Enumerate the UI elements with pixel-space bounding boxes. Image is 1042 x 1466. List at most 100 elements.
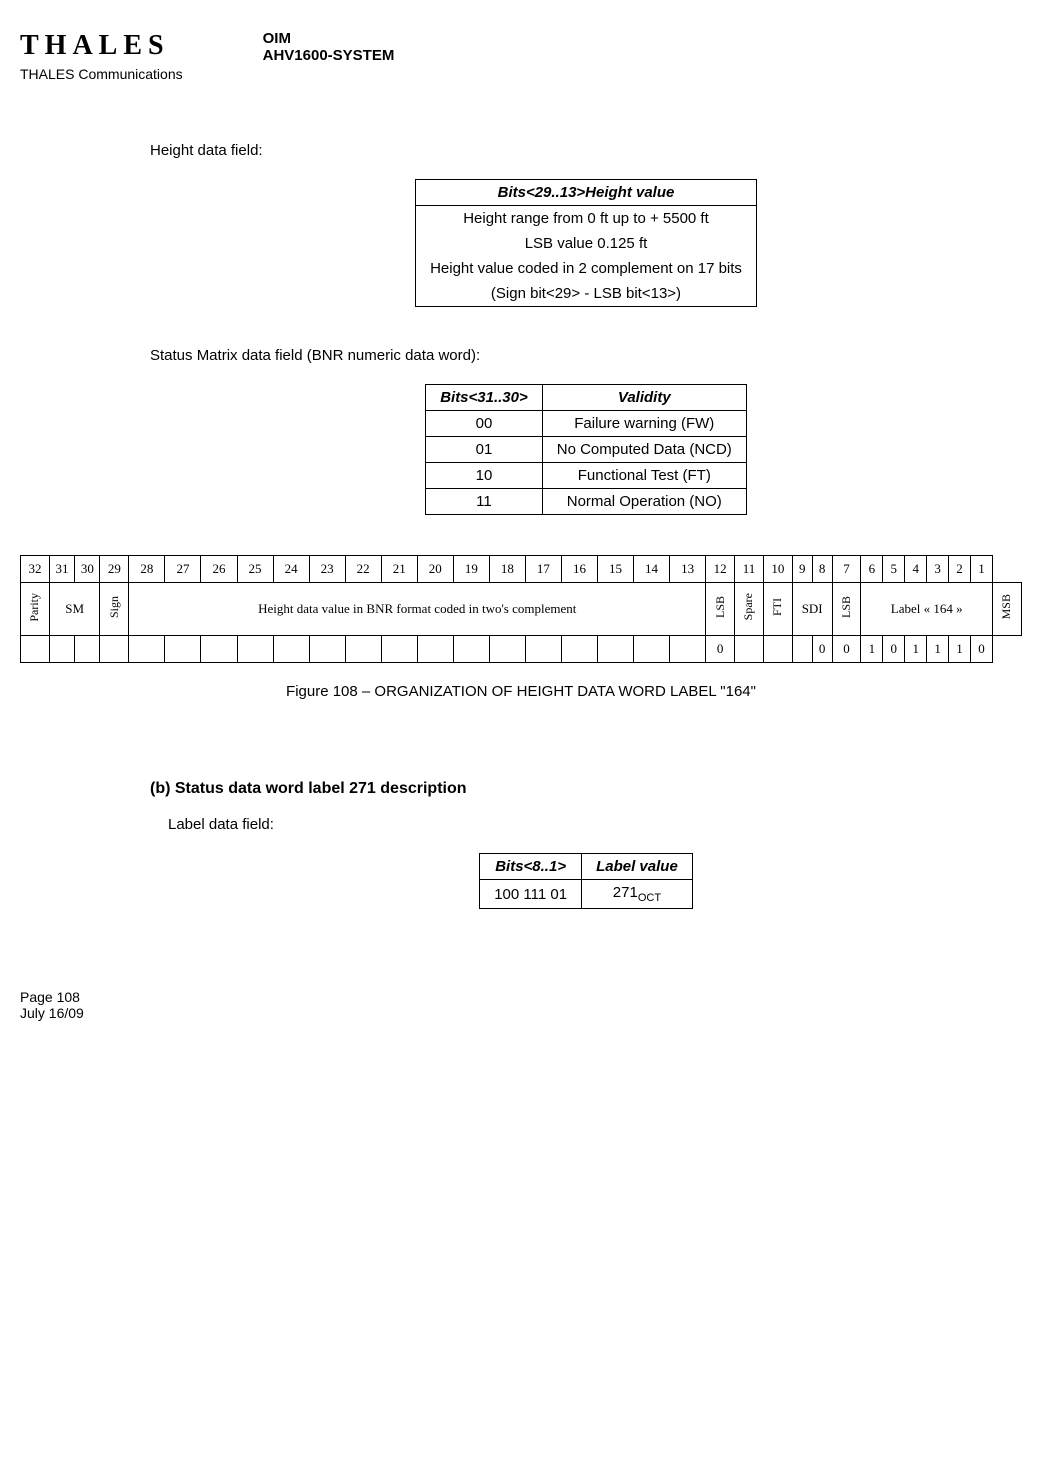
bit-val-19	[670, 636, 706, 663]
bit-num-3: 3	[927, 556, 949, 583]
bit-num-30: 30	[75, 556, 100, 583]
sm-r3-val: Normal Operation (NO)	[542, 489, 746, 515]
bit-val-12	[417, 636, 453, 663]
field-label: Label « 164 »	[861, 583, 993, 636]
bit-val-20: 0	[706, 636, 735, 663]
header-right-2: AHV1600-SYSTEM	[263, 47, 1022, 64]
bit-num-1: 1	[971, 556, 993, 583]
bit-num-27: 27	[165, 556, 201, 583]
subsection-header: (b) Status data word label 271 descripti…	[150, 780, 1022, 798]
height-table-header: Bits<29..13>Height value	[416, 180, 757, 206]
bit-num-31: 31	[49, 556, 74, 583]
bit-num-7: 7	[832, 556, 861, 583]
field-lsb1: LSB	[706, 583, 735, 636]
bit-num-29: 29	[100, 556, 129, 583]
bit-num-2: 2	[949, 556, 971, 583]
sm-th2: Validity	[542, 385, 746, 411]
bit-val-28: 1	[905, 636, 927, 663]
bit-num-12: 12	[706, 556, 735, 583]
footer-date: July 16/09	[20, 1005, 1022, 1021]
field-height: Height data value in BNR format coded in…	[129, 583, 706, 636]
bit-num-17: 17	[525, 556, 561, 583]
bit-val-24: 0	[812, 636, 832, 663]
bit-val-26: 1	[861, 636, 883, 663]
header-right-1: OIM	[263, 30, 1022, 47]
field-sdi: SDI	[792, 583, 832, 636]
bit-val-11	[381, 636, 417, 663]
bit-val-1	[49, 636, 74, 663]
bit-val-13	[453, 636, 489, 663]
height-table: Bits<29..13>Height value Height range fr…	[415, 179, 757, 307]
content: Height data field: Bits<29..13>Height va…	[150, 142, 1022, 515]
bit-val-21	[735, 636, 764, 663]
bit-num-4: 4	[905, 556, 927, 583]
height-row-2: Height value coded in 2 complement on 17…	[416, 256, 757, 281]
status-matrix-table: Bits<31..30> Validity 00Failure warning …	[425, 384, 747, 515]
sm-r0-bits: 00	[426, 411, 543, 437]
field-msb: MSB	[992, 583, 1021, 636]
bit-num-6: 6	[861, 556, 883, 583]
field-spare: Spare	[735, 583, 764, 636]
bit-val-22	[763, 636, 792, 663]
bit-num-11: 11	[735, 556, 764, 583]
bit-num-24: 24	[273, 556, 309, 583]
bit-num-32: 32	[21, 556, 50, 583]
bit-val-29: 1	[927, 636, 949, 663]
bit-num-25: 25	[237, 556, 273, 583]
bit-val-8	[273, 636, 309, 663]
bit-val-30: 1	[949, 636, 971, 663]
bit-num-10: 10	[763, 556, 792, 583]
sub-header: THALES Communications	[20, 66, 183, 82]
bit-val-14	[489, 636, 525, 663]
bit-val-31: 0	[971, 636, 993, 663]
bit-num-18: 18	[489, 556, 525, 583]
field-parity: Parity	[21, 583, 50, 636]
bit-num-26: 26	[201, 556, 237, 583]
bit-num-13: 13	[670, 556, 706, 583]
bit-num-14: 14	[634, 556, 670, 583]
bit-num-28: 28	[129, 556, 165, 583]
label-th2: Label value	[582, 854, 693, 880]
bit-num-21: 21	[381, 556, 417, 583]
bit-num-8: 8	[812, 556, 832, 583]
bit-num-23: 23	[309, 556, 345, 583]
field-sign: Sign	[100, 583, 129, 636]
label-th1: Bits<8..1>	[480, 854, 582, 880]
sm-r3-bits: 11	[426, 489, 543, 515]
field-sm: SM	[49, 583, 100, 636]
section1-title: Height data field:	[150, 142, 1022, 159]
bit-val-17	[597, 636, 633, 663]
bit-val-4	[129, 636, 165, 663]
logo: THALES	[20, 30, 183, 62]
bit-val-3	[100, 636, 129, 663]
header-left: THALES THALES Communications	[20, 30, 183, 82]
bit-val-7	[237, 636, 273, 663]
bit-val-6	[201, 636, 237, 663]
page-footer: Page 108 July 16/09	[20, 989, 1022, 1021]
label-value: 271OCT	[582, 880, 693, 909]
section2-title: Status Matrix data field (BNR numeric da…	[150, 347, 1022, 364]
header-right: OIM AHV1600-SYSTEM	[223, 30, 1022, 82]
footer-page: Page 108	[20, 989, 1022, 1005]
bit-layout-table: 3231302928272625242322212019181716151413…	[20, 555, 1022, 663]
sm-r0-val: Failure warning (FW)	[542, 411, 746, 437]
bit-num-15: 15	[597, 556, 633, 583]
bit-val-18	[634, 636, 670, 663]
bit-row-numbers: 3231302928272625242322212019181716151413…	[21, 556, 1022, 583]
label-table: Bits<8..1> Label value 100 111 01 271OCT	[479, 853, 693, 909]
label-data-field-text: Label data field:	[168, 816, 1022, 833]
subsection-content: (b) Status data word label 271 descripti…	[150, 780, 1022, 909]
bit-val-9	[309, 636, 345, 663]
bit-val-16	[561, 636, 597, 663]
height-row-0: Height range from 0 ft up to + 5500 ft	[416, 206, 757, 232]
bit-val-23	[792, 636, 812, 663]
field-lsb2: LSB	[832, 583, 861, 636]
sm-th1: Bits<31..30>	[426, 385, 543, 411]
height-row-3: (Sign bit<29> - LSB bit<13>)	[416, 281, 757, 307]
field-fti: FTI	[763, 583, 792, 636]
figure-caption: Figure 108 – ORGANIZATION OF HEIGHT DATA…	[20, 683, 1022, 700]
bit-num-22: 22	[345, 556, 381, 583]
bit-row-values: 000101110	[21, 636, 1022, 663]
bit-row-fields: Parity SM Sign Height data value in BNR …	[21, 583, 1022, 636]
height-row-1: LSB value 0.125 ft	[416, 231, 757, 256]
